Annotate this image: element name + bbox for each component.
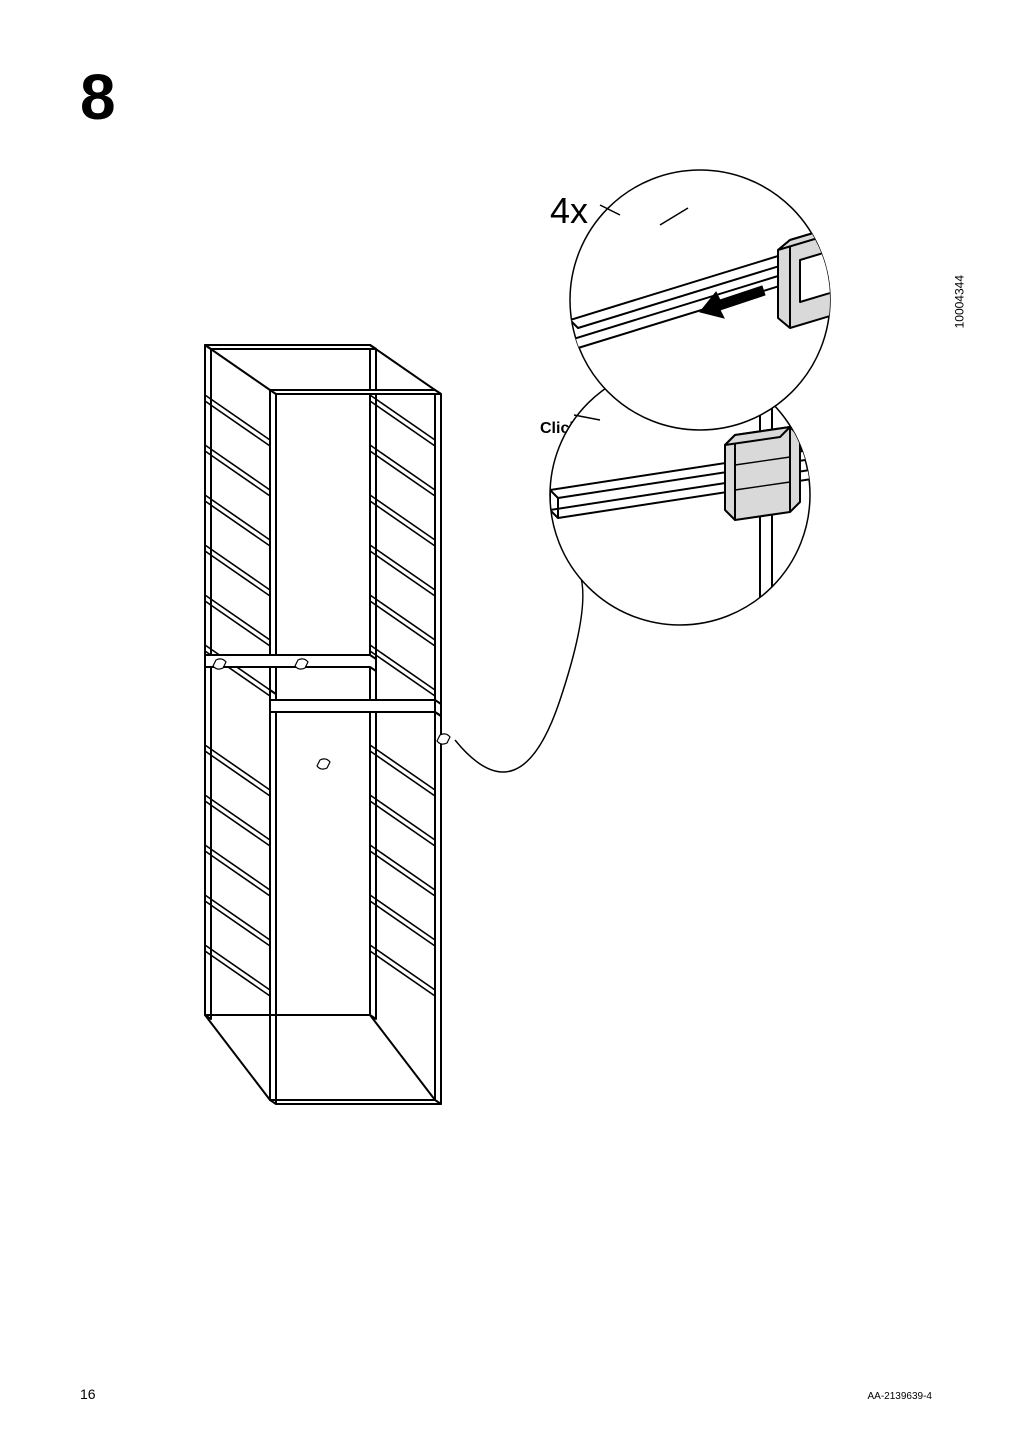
assembly-diagram xyxy=(0,0,1012,1432)
assembly-instruction-page: 8 4x Click! Click! 10004344 16 AA-213963… xyxy=(0,0,1012,1432)
callout-leader xyxy=(455,560,583,772)
detail-bubble-install xyxy=(570,170,862,430)
shelving-frame xyxy=(205,345,450,1104)
